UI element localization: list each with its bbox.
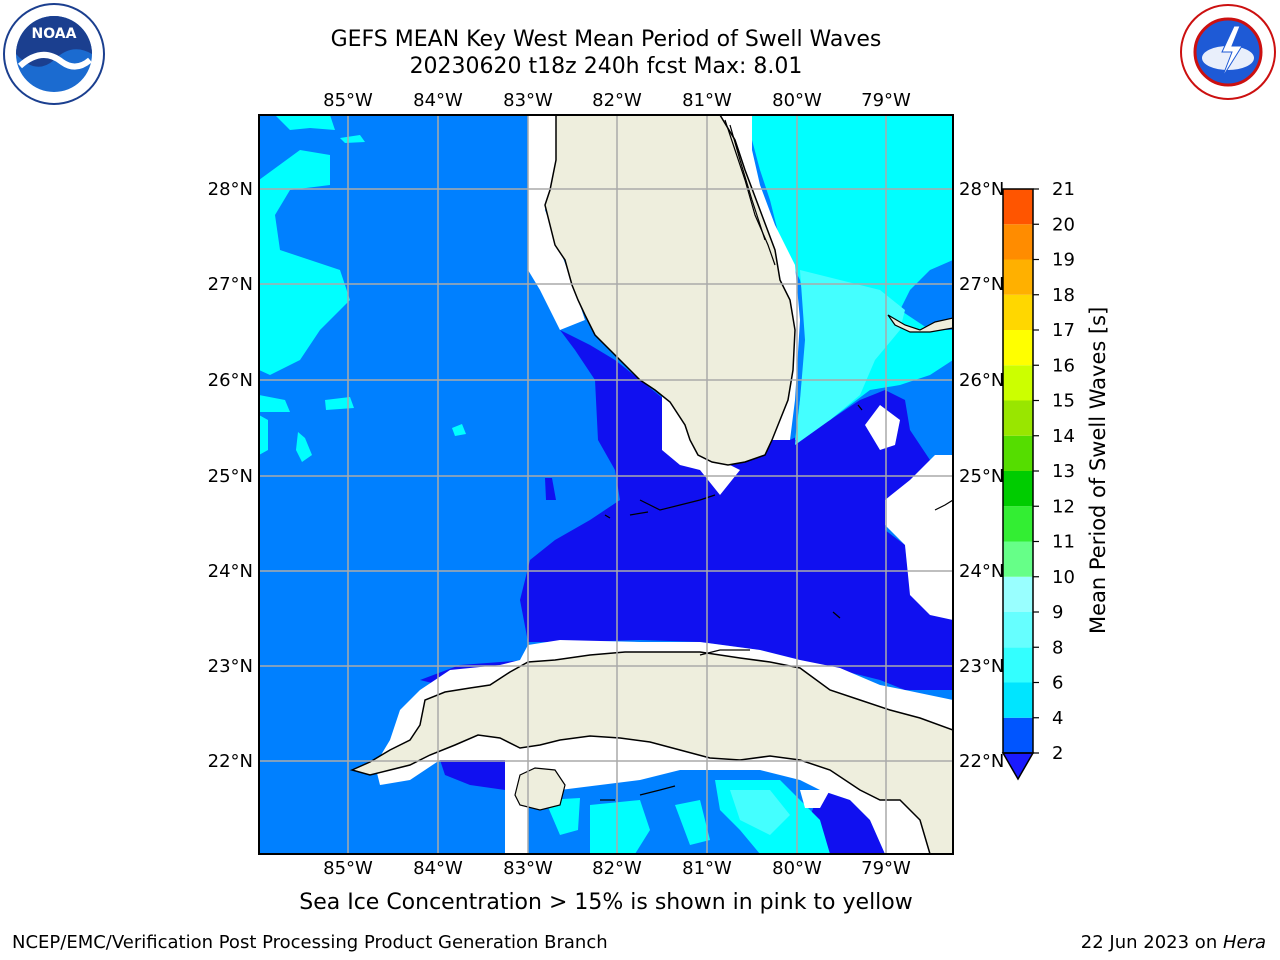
colorbar-segment xyxy=(1003,365,1033,401)
lon-label-bottom: 79°W xyxy=(861,858,911,879)
lon-label-bottom: 84°W xyxy=(413,858,463,879)
colorbar-segment xyxy=(1003,576,1033,612)
lat-label-left: 23°N xyxy=(208,656,253,677)
footer-date: 22 Jun 2023 on Hera xyxy=(1081,932,1266,953)
lon-label-bottom: 85°W xyxy=(323,858,373,879)
colorbar-under-triangle xyxy=(1001,752,1035,781)
noaa-logo: NOAA xyxy=(3,3,105,105)
lat-label-left: 22°N xyxy=(208,751,253,772)
colorbar-segment xyxy=(1003,224,1033,260)
lat-label-left: 26°N xyxy=(208,370,253,391)
lon-label-bottom: 82°W xyxy=(592,858,642,879)
lat-label-left: 24°N xyxy=(208,561,253,582)
lon-label-top: 81°W xyxy=(682,90,732,111)
lon-label-top: 85°W xyxy=(323,90,373,111)
footer-machine: Hera xyxy=(1222,932,1266,953)
colorbar-tick-label: 4 xyxy=(1052,708,1063,729)
colorbar-label: Mean Period of Swell Waves [s] xyxy=(1086,306,1110,634)
florida-landmass xyxy=(544,115,796,466)
lat-label-right: 28°N xyxy=(959,179,1004,200)
nws-logo xyxy=(1180,4,1276,100)
no-data-region xyxy=(528,115,585,330)
cuba-landmass xyxy=(349,651,953,854)
svg-text:NOAA: NOAA xyxy=(32,26,77,42)
colorbar-tick-label: 16 xyxy=(1052,355,1075,376)
colorbar-segment xyxy=(1003,189,1033,225)
colorbar-tick-label: 21 xyxy=(1052,179,1075,200)
colorbar-tick-label: 15 xyxy=(1052,391,1075,412)
colorbar-tick-label: 6 xyxy=(1052,673,1063,694)
colorbar-segment xyxy=(1003,435,1033,471)
colorbar-segment xyxy=(1003,541,1033,577)
colorbar-segment xyxy=(1003,612,1033,648)
sea-ice-note: Sea Ice Concentration > 15% is shown in … xyxy=(299,890,913,915)
colorbar-tick-label: 14 xyxy=(1052,426,1075,447)
lat-label-right: 27°N xyxy=(959,274,1004,295)
lat-label-right: 25°N xyxy=(959,466,1004,487)
colorbar-tick-label: 2 xyxy=(1052,743,1063,764)
colorbar-segment xyxy=(1003,682,1033,718)
colorbar-tick-label: 11 xyxy=(1052,532,1075,553)
graticule xyxy=(259,115,953,854)
colorbar-tick-label: 20 xyxy=(1052,214,1075,235)
lon-label-top: 80°W xyxy=(772,90,822,111)
colorbar-tick-label: 12 xyxy=(1052,496,1075,517)
swell-6-8s-east xyxy=(795,270,905,445)
colorbar-tick-label: 19 xyxy=(1052,250,1075,271)
lat-label-left: 25°N xyxy=(208,466,253,487)
figure-title: GEFS MEAN Key West Mean Period of Swell … xyxy=(330,27,882,52)
colorbar-tick-label: 17 xyxy=(1052,320,1075,341)
lat-label-left: 28°N xyxy=(208,179,253,200)
colorbar-tick-label: 18 xyxy=(1052,285,1075,306)
lat-label-left: 27°N xyxy=(208,274,253,295)
footer-credit: NCEP/EMC/Verification Post Processing Pr… xyxy=(12,932,608,953)
colorbar-tick-label: 13 xyxy=(1052,461,1075,482)
colorbar-segment xyxy=(1003,506,1033,542)
colorbar: 2 4 6 8 9 10 11 12 13 14 15 16 17 18 19 20 21 xyxy=(1001,179,1075,781)
lon-label-top: 83°W xyxy=(503,90,553,111)
swell-4-6s-east xyxy=(752,115,953,440)
lon-label-top: 79°W xyxy=(861,90,911,111)
colorbar-tick-label: 9 xyxy=(1052,602,1063,623)
colorbar-segment xyxy=(1003,294,1033,330)
lon-label-bottom: 83°W xyxy=(503,858,553,879)
lat-label-right: 22°N xyxy=(959,751,1004,772)
footer-date-text: 22 Jun 2023 on xyxy=(1080,932,1223,953)
lat-label-right: 24°N xyxy=(959,561,1004,582)
colorbar-segment xyxy=(1003,259,1033,295)
colorbar-tick-label: 8 xyxy=(1052,637,1063,658)
lon-label-bottom: 80°W xyxy=(772,858,822,879)
colorbar-segment xyxy=(1003,717,1033,753)
swell-lt2s-region xyxy=(520,330,953,690)
lat-label-right: 23°N xyxy=(959,656,1004,677)
lon-label-bottom: 81°W xyxy=(682,858,732,879)
swell-4-6s-west xyxy=(259,150,350,375)
lon-label-top: 84°W xyxy=(413,90,463,111)
figure-subtitle: 20230620 t18z 240h fcst Max: 8.01 xyxy=(409,54,803,79)
colorbar-segment xyxy=(1003,471,1033,507)
map-frame xyxy=(258,114,954,855)
colorbar-tick-label: 10 xyxy=(1052,567,1075,588)
map-fill-layers xyxy=(259,115,953,854)
colorbar-segment xyxy=(1003,330,1033,366)
colorbar-segment xyxy=(1003,647,1033,683)
lon-label-top: 82°W xyxy=(592,90,642,111)
colorbar-segment xyxy=(1003,400,1033,436)
lat-label-right: 26°N xyxy=(959,370,1004,391)
